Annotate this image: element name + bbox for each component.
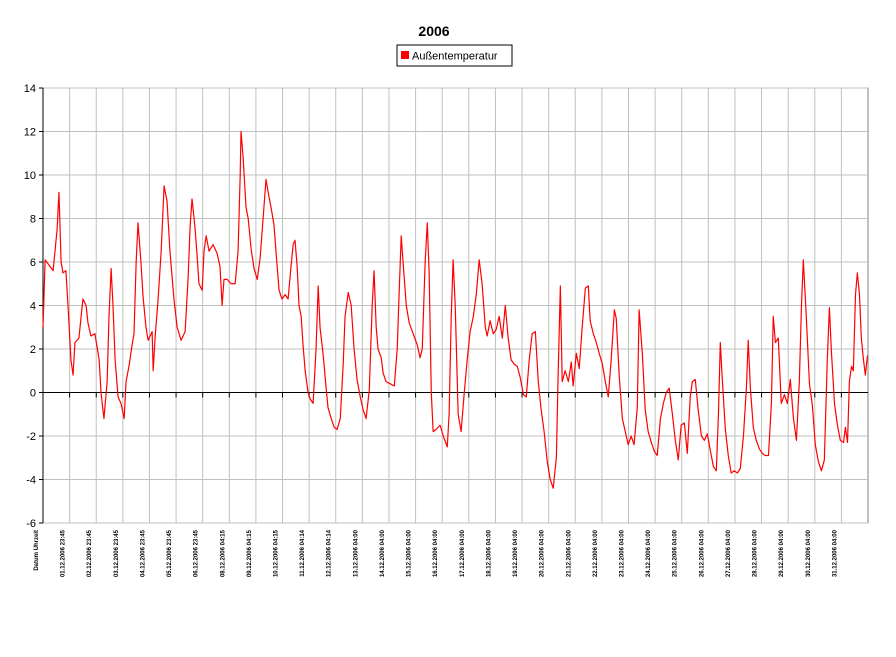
x-tick-label: 18.12.2006 04:00 xyxy=(486,529,492,577)
x-tick-label: 29.12.2006 04:00 xyxy=(779,529,785,577)
y-tick-label: 8 xyxy=(30,214,36,226)
x-tick-label: 21.12.2006 04:00 xyxy=(566,529,572,577)
x-tick-label: 14.12.2006 04:00 xyxy=(380,529,386,577)
x-tick-label: 30.12.2006 04:00 xyxy=(806,529,812,577)
y-tick-label: 10 xyxy=(24,170,36,182)
x-tick-label: 23.12.2006 04:00 xyxy=(619,529,625,577)
x-tick-label: Datum Uhrzeit xyxy=(34,530,40,571)
x-tick-label: 22.12.2006 04:00 xyxy=(593,529,599,577)
x-tick-label: 06.12.2006 23:45 xyxy=(194,529,200,577)
y-tick-label: 12 xyxy=(24,127,36,139)
x-tick-label: 28.12.2006 04:00 xyxy=(753,529,759,577)
x-tick-label: 09.12.2006 04:15 xyxy=(247,529,253,577)
x-tick-label: 11.12.2006 04:14 xyxy=(300,529,306,576)
x-tick-label: 10.12.2006 04:15 xyxy=(274,529,280,577)
x-tick-label: 02.12.2006 23:45 xyxy=(87,529,93,577)
x-tick-label: 05.12.2006 23:45 xyxy=(167,529,173,577)
x-tick-label: 04.12.2006 23:45 xyxy=(140,529,146,577)
x-tick-label: 03.12.2006 23:45 xyxy=(114,529,120,577)
x-tick-label: 08.12.2006 04:15 xyxy=(220,529,226,577)
x-tick-label: 25.12.2006 04:00 xyxy=(673,529,679,577)
legend-box xyxy=(396,44,513,67)
y-tick-label: 4 xyxy=(30,301,36,313)
x-tick-label: 27.12.2006 04:00 xyxy=(726,529,732,577)
x-tick-label: 15.12.2006 04:00 xyxy=(407,529,413,577)
chart-title: 2006 xyxy=(418,23,449,39)
y-tick-label: -4 xyxy=(26,475,36,487)
y-tick-label: 0 xyxy=(30,388,36,400)
y-tick-label: -6 xyxy=(26,518,36,530)
x-tick-label: 26.12.2006 04:00 xyxy=(699,529,705,577)
y-tick-label: -2 xyxy=(26,431,36,443)
x-tick-label: 31.12.2006 04:00 xyxy=(832,529,838,577)
x-tick-label: 13.12.2006 04:00 xyxy=(353,529,359,577)
x-tick-label: 16.12.2006 04:00 xyxy=(433,529,439,577)
x-tick-label: 24.12.2006 04:00 xyxy=(646,529,652,577)
y-tick-label: 2 xyxy=(30,344,36,356)
x-tick-label: 12.12.2006 04:14 xyxy=(327,529,333,577)
x-tick-label: 20.12.2006 04:00 xyxy=(540,529,546,577)
y-tick-label: 14 xyxy=(24,83,36,95)
x-tick-label: 19.12.2006 04:00 xyxy=(513,529,519,577)
y-tick-label: 6 xyxy=(30,257,36,269)
legend-swatch xyxy=(401,51,409,59)
legend-label: Außentemperatur xyxy=(412,51,498,63)
data-line xyxy=(42,130,869,489)
x-tick-label: 01.12.2006 23:45 xyxy=(61,529,67,577)
x-tick-label: 17.12.2006 04:00 xyxy=(460,529,466,577)
